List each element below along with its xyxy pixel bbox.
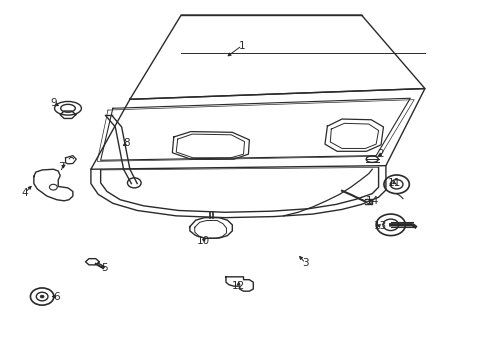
Text: 2: 2 [377, 149, 384, 159]
Text: 13: 13 [373, 221, 386, 231]
Text: 3: 3 [302, 258, 308, 268]
Text: 14: 14 [365, 196, 378, 206]
Text: 9: 9 [50, 98, 57, 108]
Text: 4: 4 [22, 188, 28, 198]
Text: 12: 12 [231, 281, 245, 291]
Text: 11: 11 [387, 178, 400, 188]
Circle shape [40, 295, 44, 298]
Text: 7: 7 [58, 162, 65, 172]
Text: 10: 10 [196, 236, 209, 246]
Text: 6: 6 [53, 292, 60, 302]
Text: 8: 8 [123, 139, 129, 148]
Text: 5: 5 [101, 263, 107, 273]
Text: 1: 1 [238, 41, 245, 50]
